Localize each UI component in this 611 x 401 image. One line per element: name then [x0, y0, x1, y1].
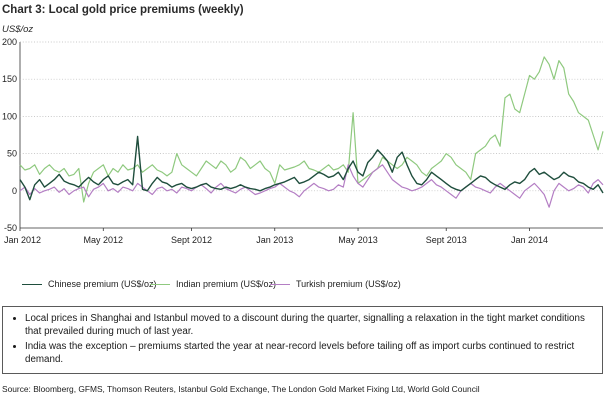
y-tick-label: -50	[4, 223, 17, 233]
legend-item-indian: Indian premium (US$/oz)	[150, 279, 276, 289]
legend-item-chinese: Chinese premium (US$/oz)	[22, 279, 157, 289]
x-tick-label: Jan 2014	[511, 235, 548, 245]
source-note: Source: Bloomberg, GFMS, Thomson Reuters…	[2, 384, 480, 394]
legend-swatch-turkish	[270, 283, 290, 285]
y-tick-label: 0	[12, 186, 17, 196]
y-tick-label: 200	[2, 37, 17, 47]
y-tick-label: 150	[2, 74, 17, 84]
legend-label-indian: Indian premium (US$/oz)	[176, 279, 277, 289]
x-tick-label: May 2013	[338, 235, 378, 245]
legend-label-chinese: Chinese premium (US$/oz)	[48, 279, 157, 289]
line-chart: -50 0 50 100 150 200 Jan 2012 May 2012 Sept 201…	[2, 37, 604, 245]
y-axis-ticks: -50 0 50 100 150 200	[2, 37, 17, 233]
key-points-box: Local prices in Shanghai and Istanbul mo…	[2, 306, 603, 374]
series-line-indian	[19, 56, 604, 203]
note-item: Local prices in Shanghai and Istanbul mo…	[25, 313, 592, 338]
x-tick-label: Jan 2013	[256, 235, 293, 245]
x-tick-label: Sept 2012	[171, 235, 212, 245]
y-tick-label: 100	[2, 111, 17, 121]
y-axis-unit-label: US$/oz	[2, 24, 34, 35]
note-item: India was the exception – premiums start…	[25, 341, 592, 366]
chart-title: Chart 3: Local gold price premiums (week…	[2, 4, 244, 16]
series-line-chinese	[19, 135, 604, 201]
x-axis-ticks: Jan 2012 May 2012 Sept 2012 Jan 2013 May 201…	[4, 228, 548, 245]
grid-lines	[19, 41, 603, 229]
legend-swatch-indian	[150, 283, 170, 285]
legend-label-turkish: Turkish premium (US$/oz)	[296, 279, 401, 289]
series-lines	[19, 56, 604, 208]
x-tick-label: Sept 2013	[426, 235, 467, 245]
legend-item-turkish: Turkish premium (US$/oz)	[270, 279, 401, 289]
legend-swatch-chinese	[22, 283, 42, 285]
y-tick-label: 50	[7, 149, 17, 159]
x-tick-label: Jan 2012	[4, 235, 41, 245]
series-line-turkish	[19, 164, 604, 208]
x-tick-label: May 2012	[84, 235, 124, 245]
